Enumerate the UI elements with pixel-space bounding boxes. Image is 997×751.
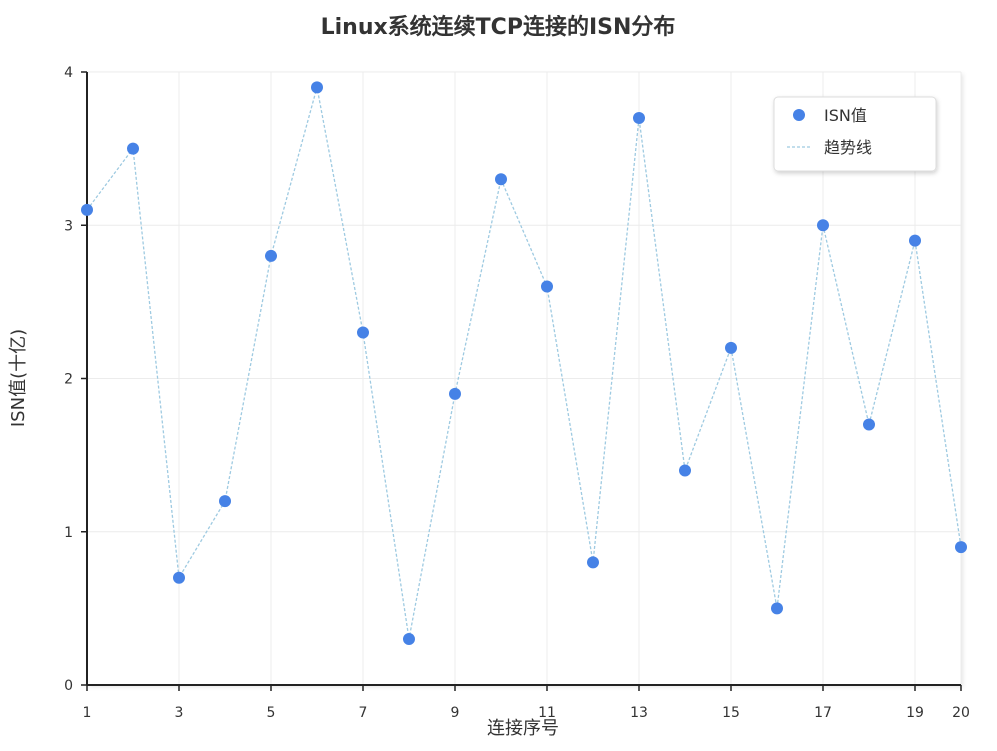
x-tick-label: 20 — [952, 705, 970, 721]
trend-line — [86, 87, 962, 640]
y-tick-label: 2 — [64, 372, 73, 388]
data-point — [127, 142, 139, 155]
data-point — [403, 633, 415, 646]
x-tick-label: 9 — [451, 705, 460, 721]
x-tick-label: 7 — [359, 705, 368, 721]
data-point — [541, 280, 553, 293]
data-point — [265, 249, 277, 262]
x-axis-label: 连接序号 — [487, 718, 559, 739]
axes — [81, 71, 962, 691]
x-tick-label: 19 — [906, 705, 924, 721]
legend-box — [773, 96, 937, 172]
chart-title: Linux系统连续TCP连接的ISN分布 — [321, 14, 676, 40]
data-point — [955, 541, 967, 554]
legend-marker-points — [793, 109, 805, 121]
data-point — [679, 464, 691, 477]
x-tick-label: 13 — [630, 705, 648, 721]
x-tick-label: 5 — [267, 705, 276, 721]
data-point — [725, 341, 737, 354]
data-points — [81, 81, 967, 646]
data-point — [817, 219, 829, 232]
y-axis-label: ISN值(十亿) — [8, 329, 29, 427]
data-point — [81, 203, 93, 216]
y-tick-label: 1 — [64, 525, 73, 541]
data-point — [219, 495, 231, 508]
legend: ISN值 趋势线 — [773, 96, 937, 172]
data-point — [587, 556, 599, 569]
grid-lines — [86, 71, 962, 686]
y-tick-label: 4 — [64, 65, 73, 81]
x-tick-label: 11 — [538, 705, 556, 721]
y-tick-label: 0 — [64, 678, 73, 694]
data-point — [909, 234, 921, 247]
x-tick-label: 17 — [814, 705, 832, 721]
y-tick-label: 3 — [64, 218, 73, 234]
data-point — [863, 418, 875, 431]
data-point — [449, 387, 461, 400]
x-tick-label: 15 — [722, 705, 740, 721]
x-tick-label: 3 — [175, 705, 184, 721]
x-tick-label: 1 — [83, 705, 92, 721]
data-point — [311, 81, 323, 94]
legend-label-trend: 趋势线 — [824, 138, 872, 157]
data-point — [357, 326, 369, 339]
trend-line-group — [86, 87, 962, 640]
data-point — [173, 571, 185, 584]
data-point — [633, 111, 645, 124]
data-point — [771, 602, 783, 615]
data-point — [495, 173, 507, 186]
legend-label-points: ISN值 — [824, 106, 867, 125]
